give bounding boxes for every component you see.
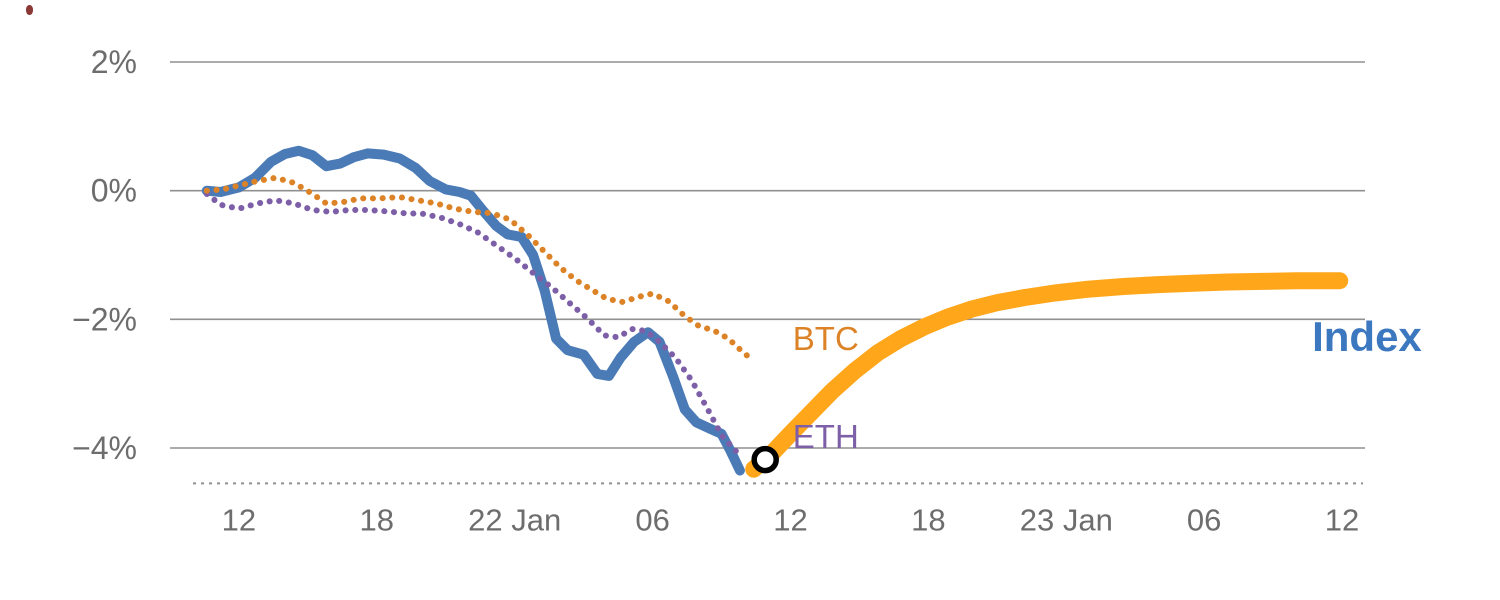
series-lines <box>201 145 1349 478</box>
series-labels: BTC ETH Index <box>793 313 1423 455</box>
series-line-btc <box>203 174 757 365</box>
x-tick-label: 22 Jan <box>468 502 561 537</box>
series-label-btc: BTC <box>793 320 859 357</box>
y-tick-label: 2% <box>91 44 137 80</box>
x-axis: 12 18 22 Jan 06 12 18 23 Jan 06 12 <box>193 482 1363 537</box>
x-tick-label: 06 <box>1187 502 1221 537</box>
stray-mark <box>26 5 33 15</box>
y-tick-label: −4% <box>72 430 137 466</box>
x-tick-label: 12 <box>1325 502 1359 537</box>
series-label-eth: ETH <box>793 418 859 455</box>
series-label-index: Index <box>1312 313 1422 360</box>
x-tick-label: 06 <box>635 502 669 537</box>
x-tick-label: 12 <box>222 502 256 537</box>
y-axis-labels: 2% 0% −2% −4% <box>72 44 137 466</box>
y-tick-label: −2% <box>72 301 137 337</box>
series-line-index-forecast <box>745 272 1349 478</box>
x-tick-label: 23 Jan <box>1020 502 1113 537</box>
gridlines <box>170 61 1365 449</box>
forecast-start-marker <box>751 445 779 474</box>
series-line-index <box>201 145 745 476</box>
x-tick-label: 12 <box>773 502 807 537</box>
series-line-eth <box>203 190 746 461</box>
y-tick-label: 0% <box>91 173 137 209</box>
x-tick-label: 18 <box>911 502 945 537</box>
x-tick-label: 18 <box>360 502 394 537</box>
